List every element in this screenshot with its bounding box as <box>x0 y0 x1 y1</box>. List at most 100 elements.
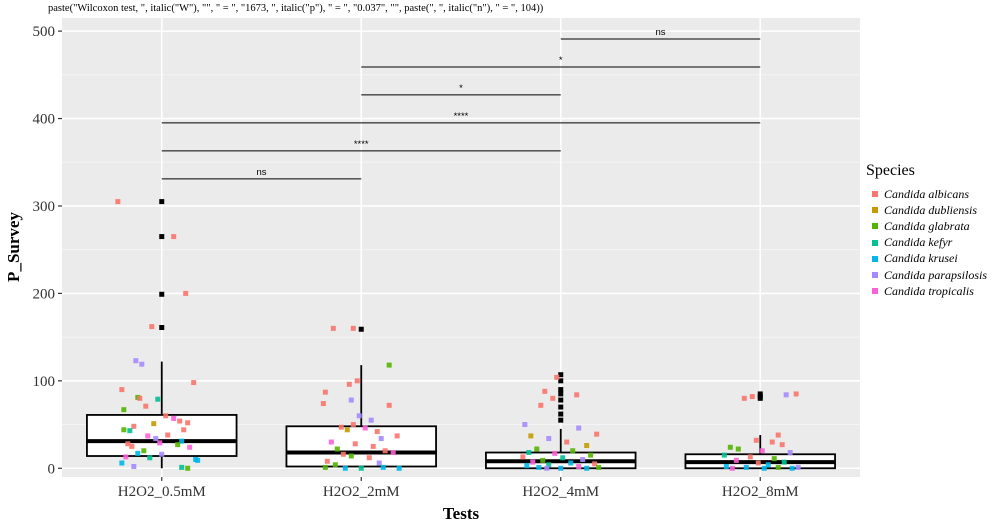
data-point <box>386 402 392 408</box>
data-point <box>175 442 181 448</box>
data-point <box>131 423 137 429</box>
data-point <box>366 455 372 461</box>
data-point <box>779 442 785 448</box>
data-point <box>350 325 356 331</box>
outlier-point <box>159 324 165 330</box>
data-point <box>153 436 159 442</box>
data-point <box>187 444 193 450</box>
data-point <box>115 199 121 205</box>
data-point <box>558 465 564 471</box>
legend-key <box>872 288 878 295</box>
outlier-point <box>558 387 564 393</box>
data-point <box>729 465 735 471</box>
data-point <box>771 456 777 462</box>
data-point <box>741 395 747 401</box>
outlier-point <box>159 234 165 240</box>
data-point <box>151 421 157 427</box>
data-point <box>544 465 550 471</box>
legend-item: Candida parapsilosis <box>866 267 987 283</box>
data-point <box>576 464 582 470</box>
data-point <box>324 458 330 464</box>
comparison-label: ns <box>256 167 266 178</box>
data-point <box>584 443 590 449</box>
data-point <box>129 443 135 449</box>
data-point <box>753 437 759 443</box>
x-tick-label: H2O2_0.5mM <box>118 484 206 500</box>
data-point <box>386 362 392 368</box>
box-iqr <box>285 425 437 468</box>
data-point <box>570 448 576 454</box>
data-point <box>552 450 558 456</box>
data-point <box>592 461 598 467</box>
data-point <box>181 427 187 433</box>
legend-key <box>872 191 878 198</box>
data-point <box>524 463 530 469</box>
comparison-label: ns <box>655 27 665 38</box>
legend-item: Candida dubliensis <box>866 202 987 218</box>
data-point <box>534 446 540 452</box>
data-point <box>526 450 532 456</box>
data-point <box>352 441 358 447</box>
legend-key <box>872 239 878 246</box>
box-iqr <box>86 414 238 457</box>
comparison-label: **** <box>454 111 469 122</box>
data-point <box>127 428 133 434</box>
outlier-point <box>558 404 564 410</box>
data-point <box>322 389 328 395</box>
data-point <box>795 464 801 470</box>
x-axis-title: Tests <box>443 504 480 523</box>
data-point <box>576 425 582 431</box>
data-point <box>735 446 741 452</box>
data-point <box>520 454 526 460</box>
data-point <box>522 422 528 428</box>
outlier-point <box>757 394 763 400</box>
legend-label: Candida dubliensis <box>884 202 978 217</box>
data-point <box>546 462 552 468</box>
legend-key <box>872 255 878 262</box>
y-axis-title: P_Survey <box>4 212 23 282</box>
data-point <box>580 457 586 463</box>
comparison-label: * <box>559 55 563 66</box>
outlier-point <box>558 411 564 417</box>
outlier-point <box>757 391 763 397</box>
data-point <box>787 450 793 456</box>
data-point <box>564 439 570 445</box>
data-point <box>721 452 727 458</box>
data-point <box>574 392 580 398</box>
data-point <box>354 378 360 384</box>
data-point <box>195 457 201 463</box>
data-point <box>536 464 542 470</box>
data-point <box>749 394 755 400</box>
data-point <box>135 450 141 456</box>
data-point <box>165 432 171 438</box>
legend-label: Candida krusei <box>884 251 958 266</box>
data-point <box>727 444 733 450</box>
data-point <box>368 417 374 423</box>
outlier-point <box>558 391 564 397</box>
data-point <box>340 451 346 457</box>
data-point <box>733 457 739 463</box>
data-point <box>759 448 765 454</box>
data-point <box>530 459 536 465</box>
data-point <box>550 395 556 401</box>
outlier-point <box>558 397 564 403</box>
data-point <box>346 381 352 387</box>
data-point <box>147 455 153 461</box>
data-point <box>362 425 368 431</box>
jitter-points <box>115 199 801 471</box>
data-point <box>183 290 189 296</box>
data-point <box>191 380 197 386</box>
data-point <box>348 397 354 403</box>
legend-item: Candida glabrata <box>866 218 987 234</box>
data-point <box>793 391 799 397</box>
data-point <box>121 407 127 413</box>
legend-label: Candida glabrata <box>884 218 970 233</box>
data-point <box>781 459 787 465</box>
data-point <box>131 464 137 470</box>
y-tick-label: 200 <box>33 286 56 302</box>
y-tick-label: 500 <box>33 24 56 40</box>
data-point <box>356 413 362 419</box>
outlier-point <box>159 291 165 297</box>
data-point <box>145 433 151 439</box>
data-point <box>171 234 177 240</box>
